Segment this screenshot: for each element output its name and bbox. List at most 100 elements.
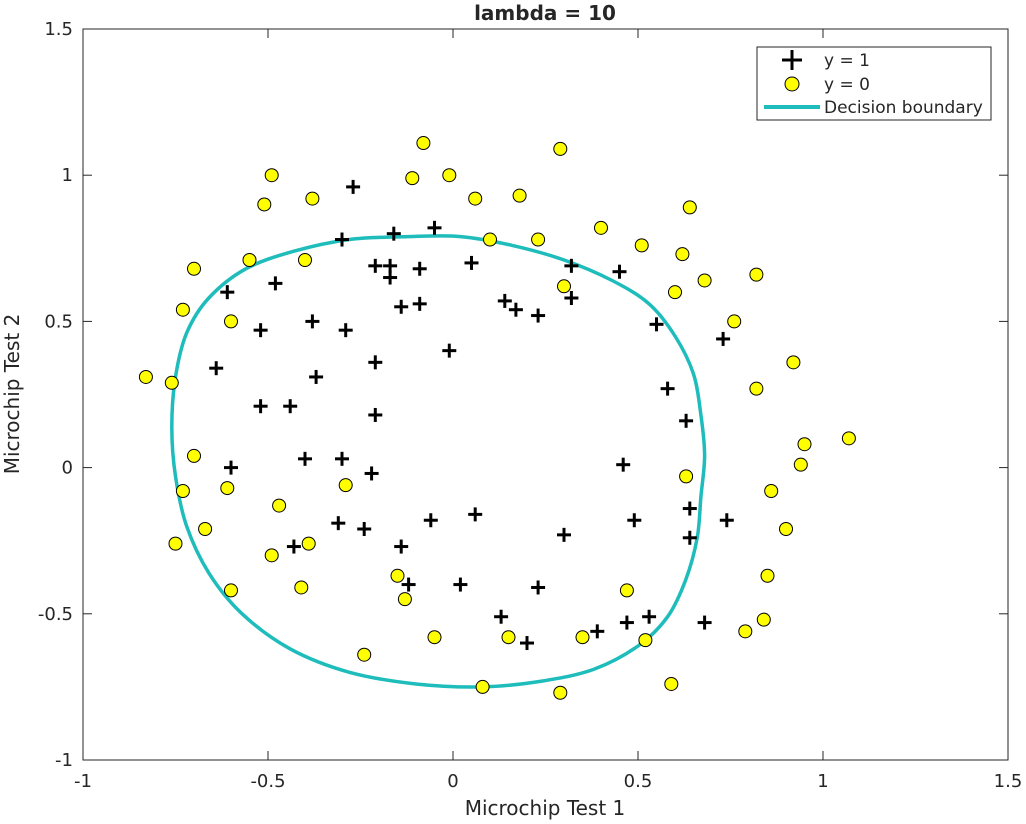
positive-point [612,264,627,279]
negative-point [164,375,179,390]
negative-point [619,583,634,598]
positive-point [520,636,534,651]
legend-plus-marker [782,50,802,70]
positive-point [427,220,442,235]
positive-point [335,451,349,466]
positive-point [298,451,312,466]
negative-point [301,536,316,551]
positive-point [305,314,320,329]
positive-point [679,413,694,428]
negative-points-layer [138,136,856,700]
negative-point [175,483,190,498]
y-tick-label: -0.5 [38,604,73,625]
positive-point [531,580,546,595]
negative-point [187,261,201,276]
negative-point [397,592,412,607]
positive-point [564,291,579,306]
negative-point [697,273,712,288]
y-tick-label: 0.5 [44,311,73,332]
positive-point [220,285,235,300]
negative-point [224,583,238,598]
x-tick-label: 1.5 [994,771,1023,792]
positive-point [286,539,301,554]
legend-circle-marker [784,76,800,92]
negative-point [357,647,372,662]
negative-point [797,437,812,452]
negative-point [756,612,771,627]
positive-point [497,293,512,308]
negative-point [679,469,694,484]
negative-point [512,188,527,203]
positive-points-layer [209,179,734,651]
positive-point [660,381,675,396]
negative-point [638,633,653,648]
y-tick-label: -1 [55,750,73,771]
positive-point [423,513,438,528]
negative-point [738,624,753,639]
negative-point [675,247,690,262]
positive-point [368,355,383,370]
decision-boundary-layer [170,234,707,689]
positive-point [386,226,401,241]
negative-point [442,168,457,183]
positive-point [468,507,483,522]
negative-point [501,630,516,645]
positive-point [253,399,268,414]
y-axis-label: Microchip Test 2 [0,314,24,475]
positive-point [627,513,642,528]
positive-point [642,609,657,624]
negative-point [468,191,483,206]
decision-boundary-line [170,234,707,689]
negative-point [138,369,153,384]
positive-point [368,258,383,273]
x-tick-label: -1 [74,771,92,792]
positive-point [253,323,268,338]
positive-point [453,577,468,592]
positive-point [442,343,457,358]
negative-point [557,279,571,294]
negative-point [264,168,279,183]
negative-point [764,483,779,498]
positive-point [309,369,324,384]
negative-point [553,685,568,700]
positive-point [368,407,383,422]
positive-point [346,179,361,194]
x-tick-label: 0 [447,771,458,792]
positive-point [412,296,427,311]
negative-point [749,267,764,282]
positive-point [564,258,579,273]
positive-point [335,232,349,247]
positive-point [383,270,398,285]
negative-point [841,431,856,446]
negative-point [187,448,201,463]
positive-point [224,460,238,475]
negative-point [298,252,312,267]
y-tick-label: 0 [62,458,73,479]
positive-point [649,317,664,332]
negative-point [427,630,442,645]
negative-point [760,568,775,583]
negative-point [727,314,742,329]
positive-point [682,530,697,545]
negative-point [594,220,608,235]
legend: y = 1 y = 0 Decision boundary [756,46,992,121]
negative-point [664,676,679,691]
negative-point [575,630,590,645]
legend-label-positive: y = 1 [824,51,870,71]
negative-point [390,568,405,583]
negative-point [272,498,287,513]
negative-point [634,238,649,253]
negative-point [475,679,490,694]
negative-point [793,457,808,472]
positive-point [464,255,479,270]
positive-point [338,323,353,338]
negative-point [264,548,279,563]
x-axis-ticks: -1 -0.5 0 0.5 1 1.5 [74,29,1022,792]
negative-point [483,232,497,247]
positive-point [508,302,523,317]
positive-point [682,501,697,516]
positive-point [494,609,509,624]
positive-point [619,615,634,630]
negative-point [779,522,793,537]
